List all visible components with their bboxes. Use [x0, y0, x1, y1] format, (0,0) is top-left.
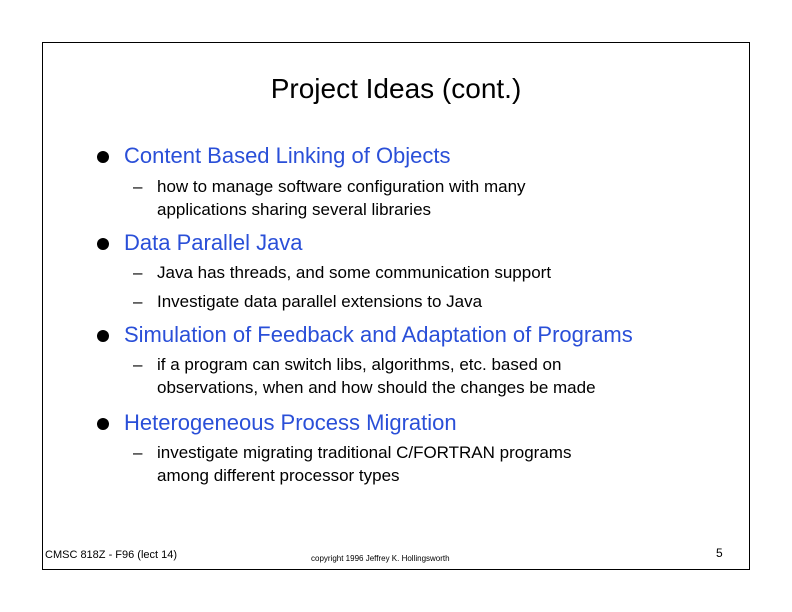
subitem-line: Java has threads, and some communication… [157, 263, 552, 282]
bullet-dot-icon [97, 238, 109, 250]
subitem-line: how to manage software configuration wit… [157, 177, 526, 196]
slide-frame [42, 42, 750, 570]
dash-marker: – [133, 355, 143, 374]
subitem-line: Investigate data parallel extensions to … [157, 292, 483, 311]
section-heading: Data Parallel Java [124, 230, 303, 255]
bullet-dot-icon [97, 151, 109, 163]
dash-marker: – [133, 177, 143, 196]
subitem-line: among different processor types [157, 466, 400, 485]
footer-course: CMSC 818Z - F96 (lect 14) [45, 549, 178, 561]
bullet-dot-icon [97, 418, 109, 430]
section-heading: Simulation of Feedback and Adaptation of… [124, 322, 633, 347]
dash-marker: – [133, 443, 143, 462]
dash-marker: – [133, 263, 143, 282]
dash-marker: – [133, 292, 143, 311]
bullet-dot-icon [97, 330, 109, 342]
section-heading: Heterogeneous Process Migration [124, 410, 457, 435]
section-heading: Content Based Linking of Objects [124, 143, 451, 168]
slide-title: Project Ideas (cont.) [270, 73, 522, 104]
subitem-line: if a program can switch libs, algorithms… [157, 355, 562, 374]
footer-copyright: copyright 1996 Jeffrey K. Hollingsworth [311, 554, 450, 563]
subitem-line: observations, when and how should the ch… [157, 378, 596, 397]
subitem-line: investigate migrating traditional C/FORT… [157, 443, 572, 462]
page-number: 5 [716, 546, 723, 560]
subitem-line: applications sharing several libraries [157, 200, 432, 219]
